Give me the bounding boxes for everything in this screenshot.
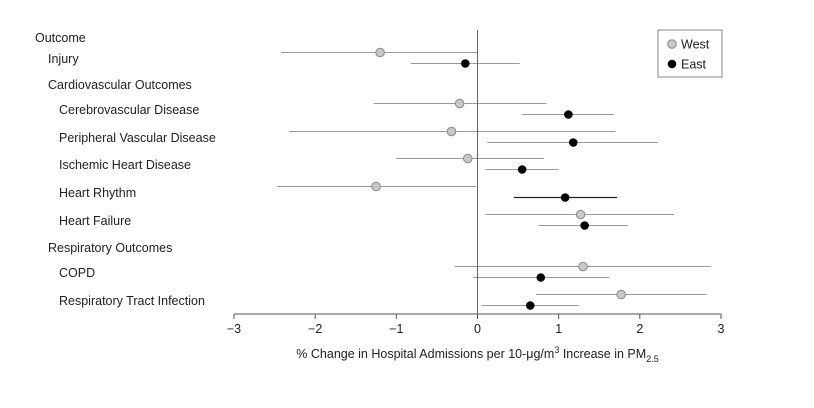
confidence-intervals <box>277 52 712 306</box>
x-axis-label-sup: 3 <box>554 345 559 355</box>
x-tick-label: 0 <box>474 322 481 336</box>
row-label: Heart Failure <box>59 214 131 228</box>
x-tick-label: 2 <box>636 322 643 336</box>
east-point <box>564 110 573 119</box>
x-axis-label: % Change in Hospital Admissions per 10-μ… <box>296 345 658 364</box>
legend-box <box>657 29 723 78</box>
legend: West East <box>657 29 723 78</box>
legend-west-marker <box>667 39 677 49</box>
row-label: Heart Rhythm <box>59 186 136 200</box>
x-tick-label: −3 <box>227 322 241 336</box>
x-tick-label: 3 <box>718 322 725 336</box>
west-point <box>462 153 473 164</box>
outcome-header: Outcome <box>35 31 86 45</box>
east-point <box>517 165 527 174</box>
x-tick-label: −1 <box>389 322 403 336</box>
row-label: COPD <box>59 266 95 280</box>
east-point <box>580 221 589 230</box>
west-point <box>575 209 586 220</box>
legend-west-label: West <box>681 38 710 52</box>
west-point <box>371 181 381 192</box>
legend-east-marker <box>667 59 677 69</box>
x-axis-label-prefix: % Change in Hospital Admissions per 10-μ… <box>296 347 554 361</box>
west-point <box>446 126 457 137</box>
section-label: Cardiovascular Outcomes <box>48 78 192 92</box>
section-label: Respiratory Outcomes <box>48 241 172 255</box>
x-tick-label: −2 <box>308 322 322 336</box>
west-point <box>454 98 465 109</box>
axes: −3 −2 −1 0 1 2 3% Change in Hospital Admission… <box>227 30 725 364</box>
row-label: Ischemic Heart Disease <box>59 158 191 172</box>
row-label: Injury <box>48 52 79 66</box>
east-point <box>536 273 546 282</box>
east-point <box>461 59 470 68</box>
west-point <box>616 289 626 300</box>
row-labels: Injury Cardiovascular Outcomes Cerebrovasc… <box>48 52 216 308</box>
east-point <box>568 138 578 147</box>
point-estimates <box>371 47 626 310</box>
row-label: Peripheral Vascular Disease <box>59 131 216 145</box>
row-label: Cerebrovascular Disease <box>59 103 199 117</box>
west-point <box>375 47 385 58</box>
legend-east-label: East <box>681 58 707 72</box>
east-point <box>560 193 570 202</box>
east-point <box>525 301 535 310</box>
x-axis-label-sub: 2.5 <box>646 354 659 364</box>
west-point <box>578 261 588 272</box>
x-tick-label: 1 <box>555 322 562 336</box>
x-axis-label-middle: Increase in PM <box>559 347 646 361</box>
row-label: Respiratory Tract Infection <box>59 294 205 308</box>
